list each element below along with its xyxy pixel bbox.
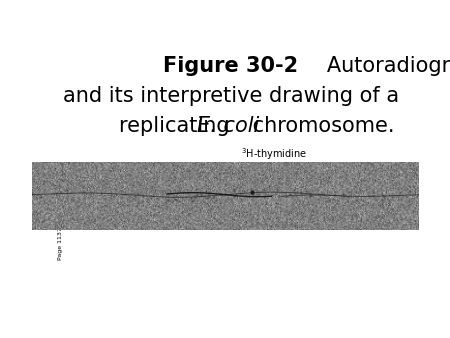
Text: replicating: replicating [119, 116, 236, 136]
Point [80, 189, 87, 195]
Point [58, 190, 65, 195]
Point [117, 192, 124, 197]
Point [406, 189, 414, 194]
Point [274, 187, 281, 192]
Point [282, 193, 289, 198]
Point [230, 189, 238, 194]
Point [302, 188, 310, 194]
Point [28, 190, 36, 195]
Point [140, 193, 147, 198]
Point [287, 192, 294, 197]
Point [230, 187, 238, 192]
Point [203, 189, 210, 194]
Point [222, 187, 229, 193]
Point [56, 192, 63, 197]
Text: Page 1137: Page 1137 [58, 227, 63, 260]
Point [170, 194, 177, 200]
Point [379, 197, 386, 203]
Point [189, 198, 196, 204]
Point [172, 197, 179, 203]
Point [107, 192, 114, 198]
Point [306, 193, 314, 199]
Point [236, 190, 243, 196]
Point [249, 192, 256, 197]
Point [315, 197, 322, 202]
Point [339, 192, 346, 197]
Point [352, 197, 360, 203]
Point [193, 192, 200, 198]
Point [63, 187, 71, 193]
Point [203, 195, 210, 200]
Point [218, 192, 225, 197]
Point [98, 191, 105, 196]
Text: and its interpretive drawing of a: and its interpretive drawing of a [63, 86, 399, 106]
Point [198, 193, 205, 198]
Point [149, 193, 157, 198]
Point [396, 192, 403, 198]
Point [135, 191, 142, 197]
Point [132, 193, 139, 199]
Point [260, 188, 267, 193]
Point [37, 194, 45, 199]
Point [388, 194, 396, 199]
Point [297, 189, 305, 195]
Point [330, 197, 337, 202]
Text: Figure 30-2: Figure 30-2 [163, 56, 298, 76]
Point [165, 197, 172, 203]
Point [380, 195, 387, 200]
Point [206, 194, 213, 199]
Point [308, 193, 315, 198]
Point [111, 193, 118, 198]
Point [325, 198, 333, 203]
Point [221, 191, 229, 197]
Text: $^3$H-thymidine: $^3$H-thymidine [241, 146, 307, 162]
Text: E. coli: E. coli [197, 116, 259, 136]
Point [209, 194, 216, 199]
Point [380, 192, 387, 197]
Point [213, 198, 220, 203]
Point [191, 195, 198, 200]
Point [188, 195, 195, 200]
Text: Autoradiogram: Autoradiogram [307, 56, 450, 76]
Point [240, 188, 248, 194]
Point [54, 190, 61, 196]
Point [176, 198, 183, 203]
Point [318, 191, 325, 197]
Point [231, 194, 238, 199]
Text: chromosome.: chromosome. [246, 116, 395, 136]
Point [171, 196, 179, 201]
Point [291, 187, 298, 193]
